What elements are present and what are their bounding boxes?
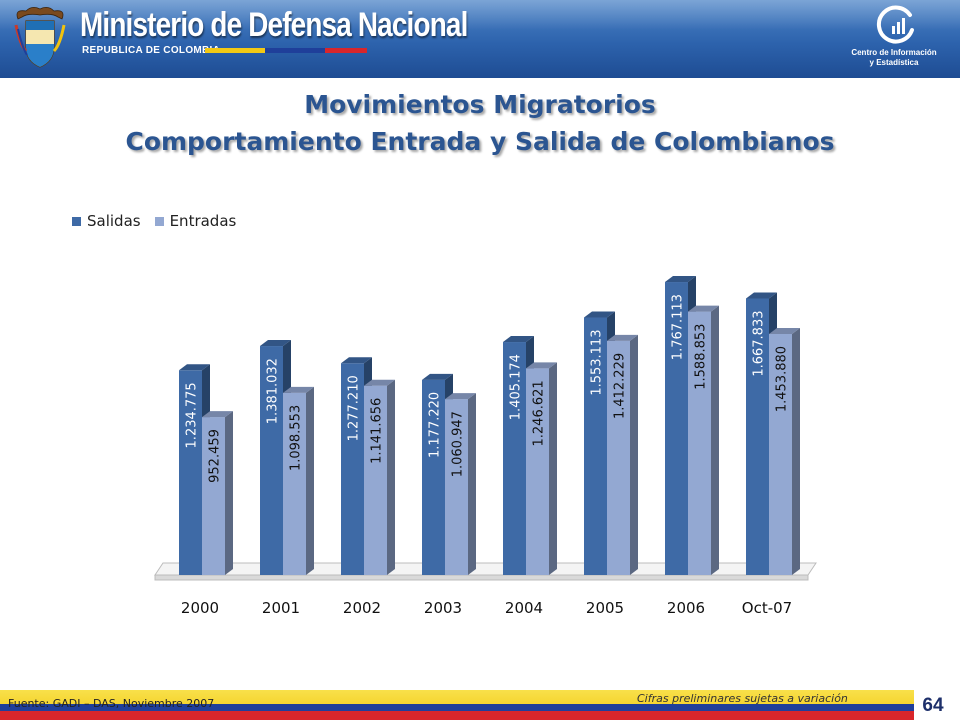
bar-side-entradas-2000 [225,411,233,575]
x-tick-label-2004: 2004 [505,599,543,617]
header-banner: Ministerio de Defensa Nacional REPUBLICA… [0,0,960,78]
data-label-salidas-2000: 1.234.775 [185,382,200,448]
bar-top-entradas-2005 [607,334,638,341]
banner-shine [0,0,960,30]
republic-label: REPUBLICA DE COLOMBIA [82,45,221,56]
chart-floor-edge [154,574,809,581]
data-label-entradas-2004: 1.246.621 [532,380,547,446]
data-label-salidas-2002: 1.277.210 [347,375,362,441]
bar-salidas-2002 [341,363,364,575]
bar-entradas-2005 [607,340,630,575]
data-label-salidas-2006: 1.767.113 [671,294,686,360]
flag-stripe-yellow [205,48,265,53]
bar-side-entradas-2006 [711,305,719,575]
colombia-coat-of-arms-icon [14,7,66,68]
data-label-salidas-Oct-07: 1.667.833 [752,310,767,376]
legend-label-entradas: Entradas [169,212,237,230]
x-tick-label-2002: 2002 [343,599,381,617]
data-label-salidas-2004: 1.405.174 [509,354,524,420]
ministry-title: Ministerio de Defensa Nacional [80,6,468,44]
page-number: 64 [922,695,944,716]
bar-top-salidas-2003 [422,373,453,380]
legend-item-salidas: Salidas [72,212,141,230]
chart-legend: Salidas Entradas [72,212,250,230]
data-label-entradas-Oct-07: 1.453.880 [775,346,790,412]
bar-side-entradas-2002 [387,379,395,575]
legend-swatch-salidas [72,216,81,226]
legend-label-salidas: Salidas [87,212,141,230]
bar-entradas-2000 [202,417,225,575]
x-tick-label-2005: 2005 [586,599,624,617]
bar-salidas-2005 [584,317,607,575]
x-tick-label-Oct-07: Oct-07 [742,599,792,617]
bar-entradas-2001 [283,392,306,575]
x-tick-label-2006: 2006 [667,599,705,617]
bar-top-entradas-2001 [283,386,314,393]
x-tick-label-2000: 2000 [181,599,219,617]
bar-top-salidas-2000 [179,364,210,371]
x-tick-label-2001: 2001 [262,599,300,617]
footer-stripe-red [0,711,914,720]
bar-side-entradas-2001 [306,386,314,575]
data-label-entradas-2002: 1.141.656 [370,398,385,464]
x-tick-label-2003: 2003 [424,599,462,617]
bar-top-entradas-2004 [526,362,557,369]
bar-entradas-2004 [526,368,549,575]
bar-top-salidas-2002 [341,357,372,364]
data-label-entradas-2000: 952.459 [208,429,223,483]
center-label-line2: y Estadística [869,58,919,67]
data-label-salidas-2003: 1.177.220 [428,392,443,458]
preliminary-note: Cifras preliminares sujetas a variación [637,692,848,705]
page-title: Movimientos Migratorios [304,90,656,119]
bar-side-entradas-Oct-07 [792,327,800,575]
bar-side-entradas-2004 [549,362,557,575]
bar-entradas-2003 [445,399,468,575]
bar-top-entradas-2000 [202,411,233,418]
bar-salidas-2003 [422,379,445,575]
data-label-entradas-2003: 1.060.947 [451,411,466,477]
flag-stripe-red [325,48,367,53]
bar-salidas-2006 [665,282,688,575]
bar-salidas-2001 [260,346,283,575]
bar-top-entradas-Oct-07 [769,327,800,334]
legend-swatch-entradas [154,216,164,226]
center-label: Centro de Información y Estadística [832,48,956,68]
bar-top-entradas-2002 [364,379,395,386]
bar-top-entradas-2003 [445,393,476,400]
bar-top-salidas-2006 [665,276,696,283]
page-subtitle: Comportamiento Entrada y Salida de Colom… [125,127,835,156]
bar-top-salidas-2005 [584,311,615,318]
bar-salidas-2004 [503,342,526,575]
bar-salidas-2000 [179,370,202,575]
footer-stripe-blue [0,704,914,711]
bar-top-entradas-2006 [688,305,719,312]
bar-salidas-Oct-07 [746,298,769,575]
bar-side-entradas-2005 [630,334,638,575]
flag-stripe-blue [265,48,325,53]
bar-entradas-Oct-07 [769,333,792,575]
bar-top-salidas-Oct-07 [746,292,777,299]
bar-top-salidas-2004 [503,336,534,343]
bar-entradas-2002 [364,385,387,575]
center-label-line1: Centro de Información [851,48,937,57]
bar-top-salidas-2001 [260,340,291,347]
data-label-salidas-2005: 1.553.113 [590,330,605,396]
bar-entradas-2006 [688,311,711,575]
legend-item-entradas: Entradas [154,212,237,230]
source-note: Fuente: GADI – DAS, Noviembre 2007 [8,697,215,710]
data-label-entradas-2001: 1.098.553 [289,405,304,471]
data-label-entradas-2005: 1.412.229 [613,353,628,419]
data-label-entradas-2006: 1.588.853 [694,324,709,390]
data-label-salidas-2001: 1.381.032 [266,358,281,424]
statistics-center-logo-icon [876,5,914,44]
bar-side-entradas-2003 [468,393,476,575]
